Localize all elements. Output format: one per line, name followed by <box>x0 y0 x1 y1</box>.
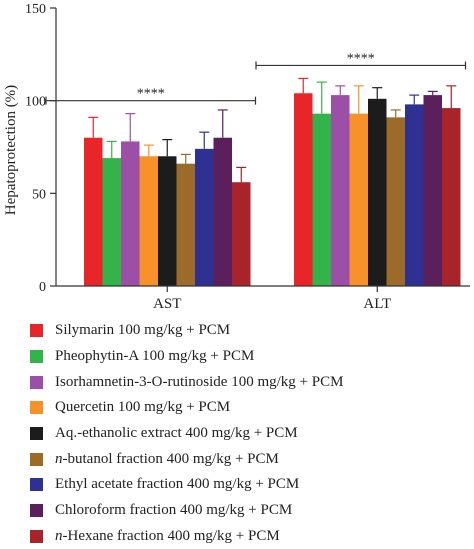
legend-swatch <box>30 401 43 414</box>
significance-label: **** <box>347 51 375 66</box>
legend-label: Ethyl acetate fraction 400 mg/kg + PCM <box>55 477 299 492</box>
bar <box>442 108 461 286</box>
legend-label: n-butanol fraction 400 mg/kg + PCM <box>55 452 279 467</box>
legend-swatch <box>30 504 43 517</box>
bar <box>331 95 350 286</box>
bar <box>313 114 332 286</box>
y-axis-label: Hepatoprotection (%) <box>3 85 19 215</box>
bar <box>232 182 251 286</box>
y-tick-label: 100 <box>25 95 46 110</box>
bar <box>368 99 387 286</box>
bars <box>84 78 461 286</box>
legend-swatch <box>30 530 43 543</box>
bar <box>405 104 424 286</box>
legend-item: Aq.-ethanolic extract 400 mg/kg + PCM <box>30 421 470 447</box>
bar <box>103 158 122 286</box>
legend-label: Silymarin 100 mg/kg + PCM <box>55 323 230 338</box>
legend-swatch <box>30 478 43 491</box>
legend-item: n-Hexane fraction 400 mg/kg + PCM <box>30 524 470 549</box>
bar <box>177 164 196 286</box>
bar <box>121 141 140 286</box>
legend-item: Ethyl acetate fraction 400 mg/kg + PCM <box>30 472 470 498</box>
legend-item: n-butanol fraction 400 mg/kg + PCM <box>30 446 470 472</box>
bar <box>140 156 159 286</box>
legend-label: n-Hexane fraction 400 mg/kg + PCM <box>55 529 280 544</box>
bar <box>214 138 233 286</box>
legend-swatch <box>30 427 43 440</box>
x-tick-label: AST <box>153 296 181 312</box>
legend-item: Pheophytin-A 100 mg/kg + PCM <box>30 344 470 370</box>
legend-swatch <box>30 324 43 337</box>
bar <box>84 138 103 286</box>
legend-item: Chloroform fraction 400 mg/kg + PCM <box>30 498 470 524</box>
y-tick-label: 150 <box>25 2 46 17</box>
bar <box>294 93 313 286</box>
bar-chart: 0 50 100 150 AST ALT **** **** Hepatoprotection… <box>0 0 474 318</box>
bar <box>195 149 214 286</box>
bar <box>158 156 177 286</box>
significance-label: **** <box>137 87 165 102</box>
x-tick-label: ALT <box>363 296 391 312</box>
y-tick-label: 0 <box>39 280 46 295</box>
legend-label: Aq.-ethanolic extract 400 mg/kg + PCM <box>55 426 298 441</box>
bar <box>387 117 406 286</box>
bar <box>350 114 369 286</box>
legend-label: Quercetin 100 mg/kg + PCM <box>55 400 230 415</box>
legend-swatch <box>30 350 43 363</box>
legend-label: Pheophytin-A 100 mg/kg + PCM <box>55 349 254 364</box>
legend-label: Isorhamnetin-3-O-rutinoside 100 mg/kg + … <box>55 375 343 390</box>
legend-item: Quercetin 100 mg/kg + PCM <box>30 395 470 421</box>
legend-item: Silymarin 100 mg/kg + PCM <box>30 318 470 344</box>
bar <box>424 95 443 286</box>
legend-swatch <box>30 376 43 389</box>
legend-item: Isorhamnetin-3-O-rutinoside 100 mg/kg + … <box>30 369 470 395</box>
legend-label: Chloroform fraction 400 mg/kg + PCM <box>55 503 292 518</box>
legend-swatch <box>30 453 43 466</box>
y-tick-label: 50 <box>32 187 46 202</box>
legend: Silymarin 100 mg/kg + PCM Pheophytin-A 10… <box>30 318 470 549</box>
